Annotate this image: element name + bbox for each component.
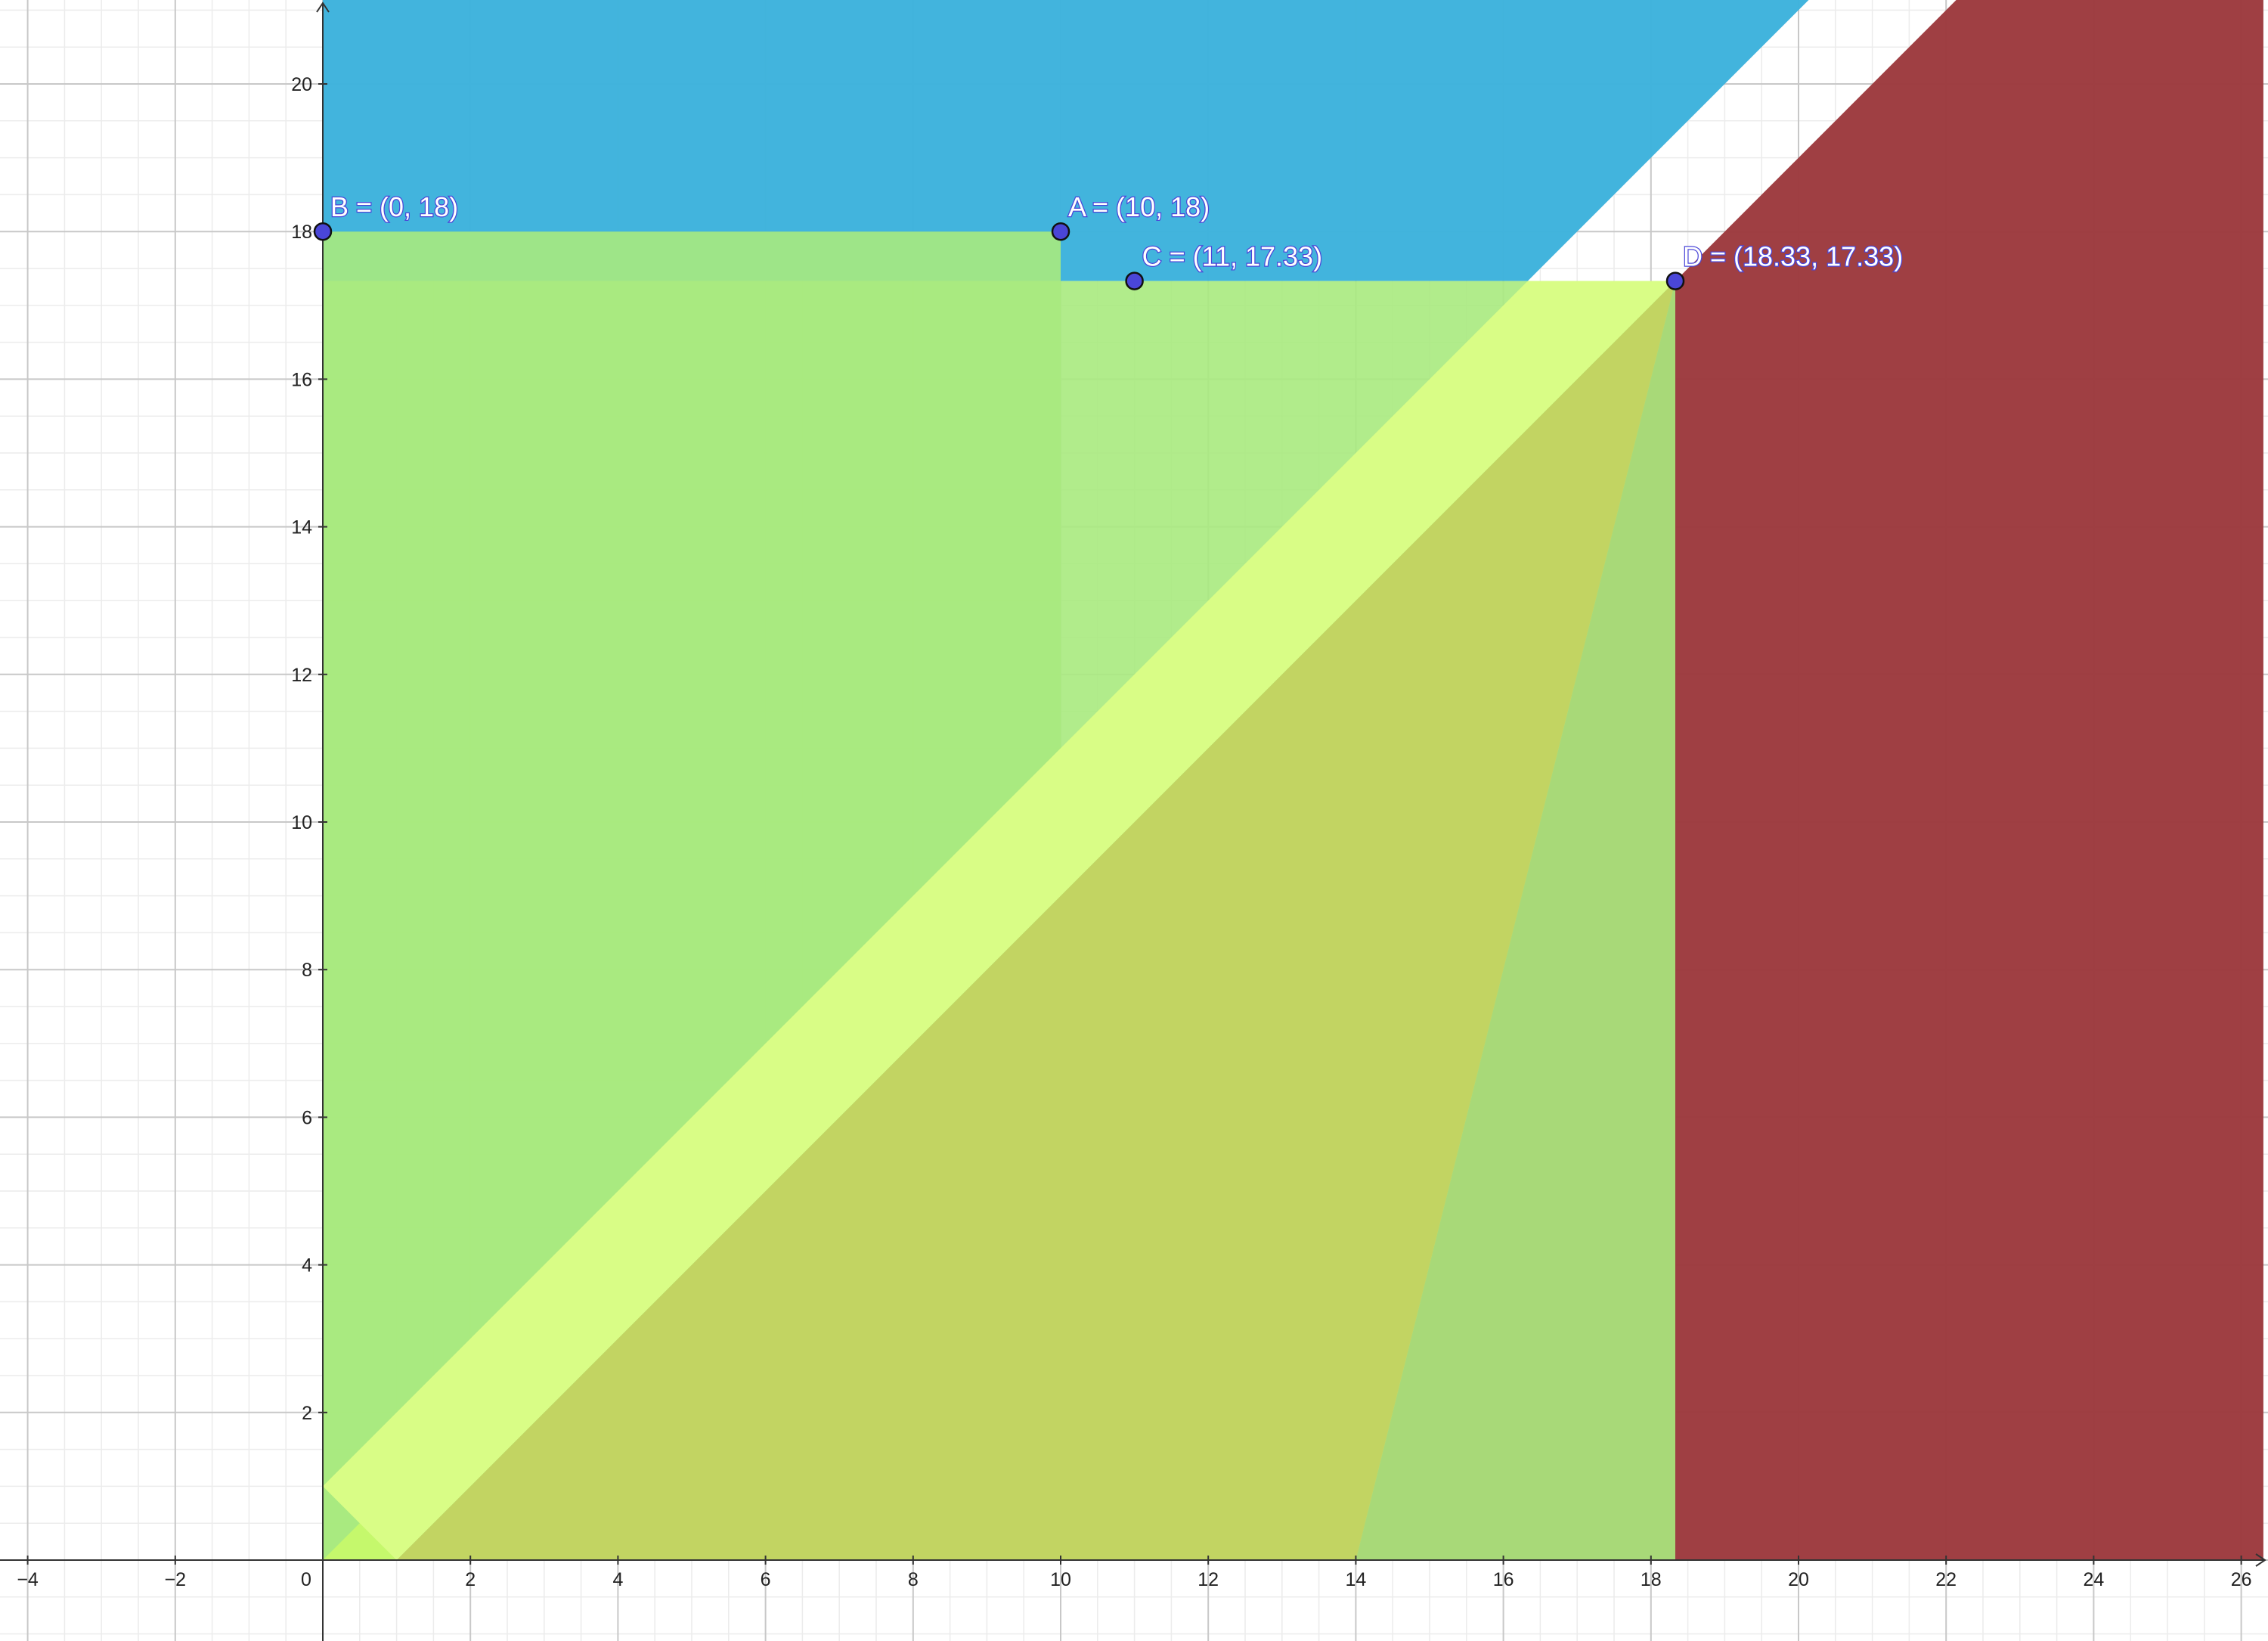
point-D[interactable]	[1665, 271, 1685, 290]
y-tick-label: 6	[302, 1107, 312, 1128]
y-tick-label: 20	[291, 74, 312, 95]
point-label-D: D = (18.33, 17.33)	[1683, 241, 1903, 272]
x-tick-label: 10	[1050, 1569, 1071, 1590]
x-tick-label: 4	[612, 1569, 623, 1590]
y-tick-label: 14	[291, 517, 312, 538]
region-light-band	[323, 281, 1676, 1560]
x-tick-label: 14	[1345, 1569, 1366, 1590]
points[interactable]: B = (0, 18) A = (10, 18) C = (11, 17.33) D …	[313, 191, 1904, 290]
x-tick-label: −4	[17, 1569, 39, 1590]
x-tick-label: 12	[1198, 1569, 1219, 1590]
point-label-A: A = (10, 18)	[1068, 191, 1210, 222]
x-tick-label: 8	[908, 1569, 919, 1590]
y-axis-arrow	[316, 2, 330, 13]
x-tick-label: 22	[1935, 1569, 1957, 1590]
shaded-regions	[323, 0, 2263, 1561]
y-tick-label: 16	[291, 369, 312, 390]
x-tick-label: −2	[165, 1569, 187, 1590]
y-tick-label: 10	[291, 812, 312, 833]
point-label-B: B = (0, 18)	[330, 191, 458, 222]
point-B[interactable]	[313, 222, 333, 241]
y-tick-label: 18	[291, 222, 312, 243]
y-tick-label: 2	[302, 1403, 312, 1424]
point-A[interactable]	[1051, 222, 1070, 241]
region-blue-band	[323, 0, 1809, 281]
y-tick-label: 4	[302, 1255, 312, 1277]
y-tick-label: 8	[302, 960, 312, 981]
x-tick-label: 16	[1493, 1569, 1514, 1590]
x-axis-arrow	[2255, 1553, 2266, 1567]
x-tick-label: 18	[1641, 1569, 1662, 1590]
x-tick-label: 24	[2083, 1569, 2104, 1590]
y-tick-label: 12	[291, 665, 312, 686]
point-label-C: C = (11, 17.33)	[1142, 241, 1322, 272]
x-tick-label: 26	[2231, 1569, 2252, 1590]
x-tick-label: 0	[301, 1569, 311, 1590]
x-tick-label: 20	[1788, 1569, 1809, 1590]
tick-labels: −4 −2 0 2 4 6 8 10 12 14 16 18 20 22 24 262468101214161…	[17, 74, 2251, 1590]
x-tick-label: 6	[761, 1569, 771, 1590]
point-C[interactable]	[1125, 271, 1144, 290]
x-tick-label: 2	[465, 1569, 476, 1590]
